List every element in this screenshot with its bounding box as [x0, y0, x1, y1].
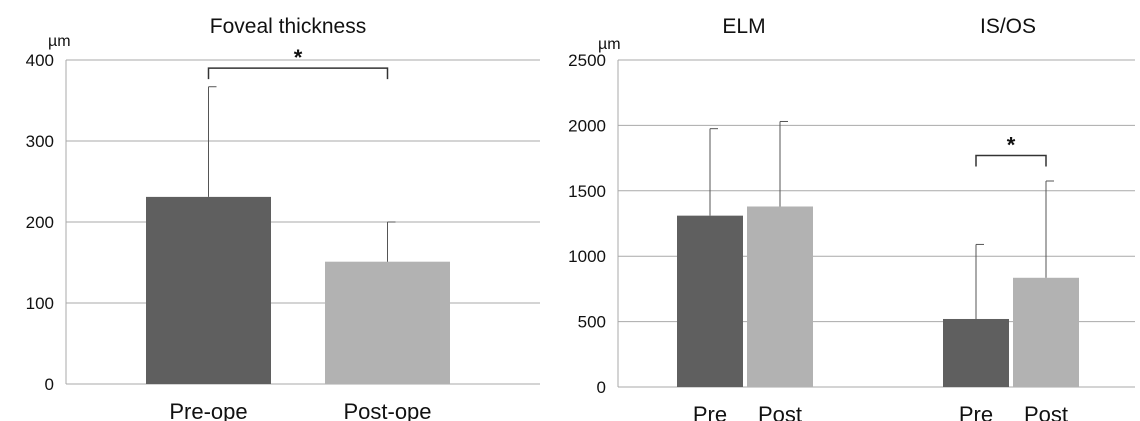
bar [943, 318, 1009, 387]
y-tick-label: 300 [26, 132, 54, 151]
significance-bracket [207, 67, 389, 80]
x-category-label: Post [1024, 402, 1068, 421]
y-tick-label: 0 [597, 378, 606, 397]
bar [1013, 277, 1079, 387]
significance-marker: * [1007, 132, 1016, 157]
group-title: IS/OS [980, 15, 1036, 38]
y-tick-label: 500 [578, 313, 606, 332]
y-tick-label: 200 [26, 213, 54, 232]
significance-marker: * [294, 45, 303, 70]
y-tick-label: 2000 [568, 116, 606, 135]
x-category-label: Pre [959, 402, 993, 421]
bar [146, 196, 271, 384]
y-tick-label: 1000 [568, 247, 606, 266]
x-category-label: Post-ope [343, 399, 431, 421]
significance-bracket [975, 154, 1047, 167]
bar [325, 261, 450, 384]
y-unit-label: µm [48, 33, 71, 50]
bar [677, 215, 743, 387]
y-tick-label: 1500 [568, 182, 606, 201]
y-tick-label: 400 [26, 51, 54, 70]
group-title: ELM [722, 15, 765, 38]
bar [747, 206, 813, 387]
y-unit-label: µm [598, 36, 621, 53]
y-tick-label: 2500 [568, 51, 606, 70]
y-tick-label: 0 [45, 375, 54, 394]
x-category-label: Pre [693, 402, 727, 421]
x-category-label: Post [758, 402, 802, 421]
chart-title: Foveal thickness [210, 15, 366, 38]
y-tick-label: 100 [26, 294, 54, 313]
x-category-label: Pre-ope [169, 399, 247, 421]
